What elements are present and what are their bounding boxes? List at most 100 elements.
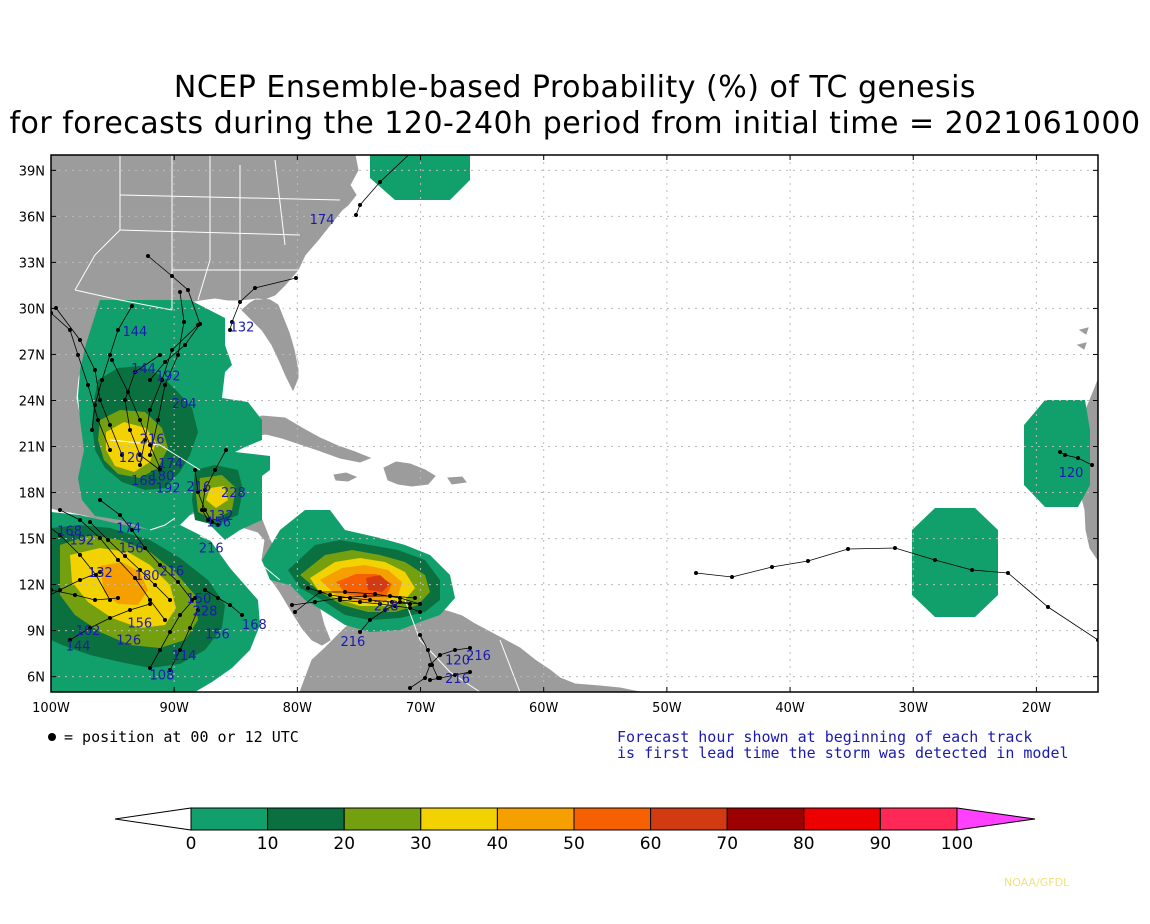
track-dot <box>200 508 204 512</box>
track-dot <box>130 528 134 532</box>
track-label: 228 <box>221 486 246 501</box>
track-dot <box>238 300 242 304</box>
track-label: 192 <box>156 370 181 385</box>
track-dot <box>378 602 382 606</box>
track-dot <box>338 598 342 602</box>
forecast-note-line-2: is first lead time the storm was detecte… <box>617 744 1069 762</box>
track-dot <box>293 610 297 614</box>
position-legend: = position at 00 or 12 UTC <box>64 728 299 746</box>
track-dot <box>78 578 82 582</box>
track-label: 132 <box>230 320 255 335</box>
track-dot <box>203 588 207 592</box>
track-dot <box>186 288 190 292</box>
colorbar-segment <box>650 807 728 831</box>
track-dot <box>88 520 92 524</box>
track-label: 180 <box>135 569 160 584</box>
track-dot <box>128 428 132 432</box>
track-dot <box>373 592 377 596</box>
track-dot <box>430 663 434 667</box>
lat-label: 36N <box>19 210 45 225</box>
track-dot <box>423 676 427 680</box>
track-dot <box>176 580 180 584</box>
track-dot <box>116 558 120 562</box>
track-dot <box>213 468 217 472</box>
track-label: 216 <box>340 635 365 650</box>
track-dot <box>76 353 80 357</box>
track-dot <box>426 648 430 652</box>
track-dot <box>133 576 137 580</box>
track-dot <box>143 438 147 442</box>
track-dot <box>78 338 82 342</box>
track-dot <box>163 618 167 622</box>
track-dot <box>98 398 102 402</box>
lon-label: 30W <box>899 701 929 716</box>
track-dot <box>93 368 97 372</box>
track-dot <box>94 573 98 577</box>
track-dot <box>128 608 132 612</box>
track-dot <box>228 603 232 607</box>
track-dot <box>196 490 200 494</box>
track-dot <box>413 596 417 600</box>
track-dot <box>388 594 392 598</box>
track-dot <box>203 508 207 512</box>
track-dot <box>148 378 152 382</box>
track-dot <box>158 563 162 567</box>
track-dot <box>160 378 164 382</box>
track-dot <box>148 598 152 602</box>
track-dot <box>178 290 182 294</box>
track-label: 228 <box>193 604 218 619</box>
track-dot <box>163 360 167 364</box>
lat-label: 6N <box>27 671 45 686</box>
track-dot <box>358 600 362 604</box>
track-dot <box>98 536 102 540</box>
track-dot <box>182 320 186 324</box>
lon-label: 80W <box>283 701 313 716</box>
track-dot <box>730 575 734 579</box>
track-dot <box>206 518 210 522</box>
colorbar-label: 90 <box>870 834 892 854</box>
colorbar-segment <box>420 807 498 831</box>
track-dot <box>98 570 102 574</box>
track-dot <box>203 488 207 492</box>
track-dot <box>408 606 412 610</box>
track-label: 174 <box>158 457 183 472</box>
axis-ticks <box>50 155 1098 692</box>
track-label: 156 <box>205 627 230 642</box>
lat-label: 27N <box>19 348 45 363</box>
track-label: 114 <box>172 649 197 664</box>
position-dot-icon <box>48 733 56 741</box>
track-label: 132 <box>209 509 234 524</box>
colorbar-label: 40 <box>487 834 509 854</box>
track-dot <box>108 423 112 427</box>
track-label: 144 <box>66 640 91 655</box>
track-dot <box>158 466 162 470</box>
lon-label: 20W <box>1022 701 1052 716</box>
track-dot <box>1046 605 1050 609</box>
track-dot <box>86 383 90 387</box>
track-dot <box>694 571 698 575</box>
political-borders <box>74 155 521 692</box>
track-dot <box>143 546 147 550</box>
track-dot <box>398 596 402 600</box>
track-dot <box>158 353 162 357</box>
track-dot <box>418 602 422 606</box>
track-dot <box>933 558 937 562</box>
track-dot <box>216 596 220 600</box>
track-dot <box>146 254 150 258</box>
track-dot <box>193 596 197 600</box>
track-dot <box>163 383 167 387</box>
track-dot <box>846 547 850 551</box>
colorbar-label: 80 <box>793 834 815 854</box>
track-label: 168 <box>131 474 156 489</box>
lon-label: 100W <box>32 701 70 716</box>
track-dot <box>313 600 317 604</box>
colorbar-segment <box>267 807 345 831</box>
title-line-1: NCEP Ensemble-based Probability (%) of T… <box>173 70 977 105</box>
track-label: 132 <box>88 566 113 581</box>
track-dot <box>68 328 72 332</box>
credit-label: NOAA/GFDL <box>1004 876 1070 889</box>
lon-label: 50W <box>652 701 682 716</box>
track-dot <box>436 676 440 680</box>
colorbar-label: 60 <box>640 834 662 854</box>
track-dot <box>168 630 172 634</box>
